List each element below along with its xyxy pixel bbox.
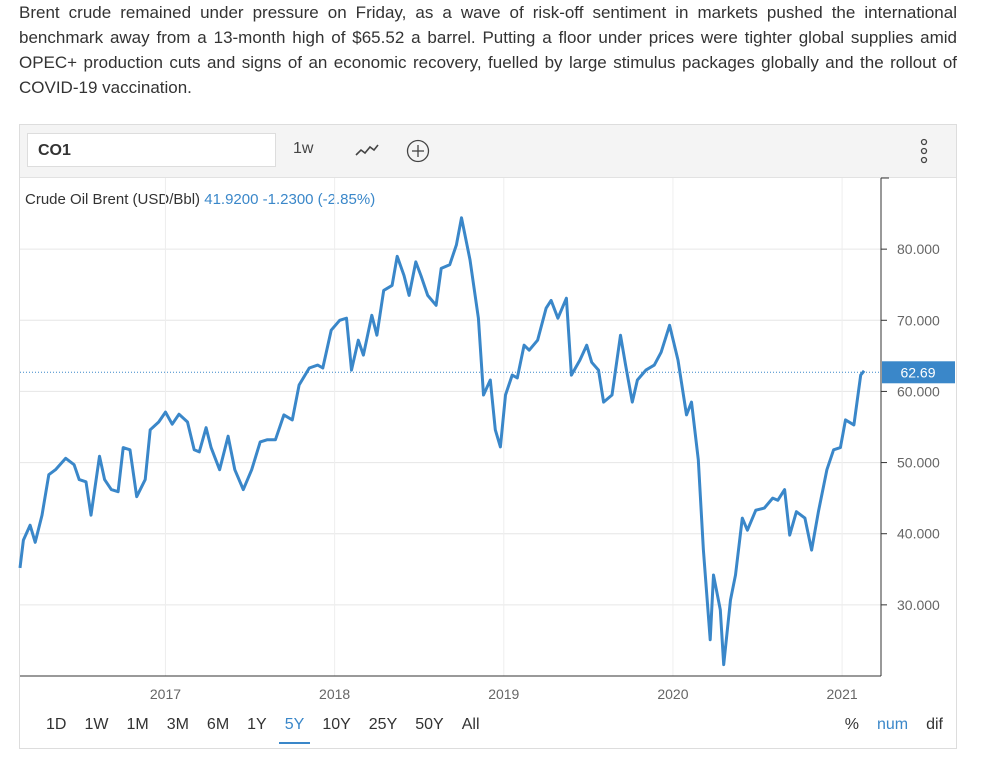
x-tick-label: 2017 [150,686,181,702]
y-tick-label: 50.000 [897,455,940,471]
last-value-label: 62.69 [900,364,935,380]
toolbar: CO1 1w [20,125,956,178]
range-button[interactable]: 1Y [247,716,267,733]
add-indicator-icon[interactable] [405,138,431,164]
range-button[interactable]: 1D [46,716,67,733]
mode-button[interactable]: dif [926,716,943,733]
range-buttons: 1D 1W 1M 3M 6M 1Y 5Y 10Y 25Y 50Y All [40,714,492,744]
range-button[interactable]: 1M [126,716,149,733]
change: -1.2300 (-2.85%) [263,191,376,208]
symbol-input[interactable]: CO1 [27,133,276,167]
price-line [18,216,866,667]
chart-title: Crude Oil Brent (USD/Bbl) 41.9200 -1.230… [25,191,375,208]
article-text: Brent crude remained under pressure on F… [19,3,957,97]
range-button[interactable]: 6M [206,716,230,733]
last-value-box [882,361,955,384]
quote: 41.9200 [204,191,258,208]
chart-title-text: Crude Oil Brent (USD/Bbl) [25,191,200,208]
range-button[interactable]: 10Y [322,716,351,733]
menu-icon[interactable] [916,137,932,167]
y-tick-label: 70.000 [897,312,940,328]
mode-button[interactable]: % [844,716,859,733]
range-button[interactable]: 25Y [368,716,398,733]
x-tick-label: 2018 [319,686,350,702]
y-tick-label: 80.000 [897,241,940,257]
range-button[interactable]: 50Y [415,716,444,733]
range-button[interactable]: 5Y [278,714,311,744]
y-tick-label: 40.000 [897,526,940,542]
interval-button[interactable]: 1w [293,140,314,157]
mode-button[interactable]: num [876,716,909,733]
range-button[interactable]: 3M [166,716,189,733]
x-tick-label: 2020 [657,686,688,702]
y-tick-label: 30.000 [897,597,940,613]
range-button[interactable]: 1W [84,716,109,733]
chart-widget: CO1 1w [19,124,957,749]
y-tick-label: 60.000 [897,383,940,399]
range-button[interactable]: All [461,716,480,733]
x-tick-label: 2021 [827,686,858,702]
mode-buttons: % num dif [833,714,949,744]
x-tick-label: 2019 [488,686,519,702]
chart-type-icon[interactable] [354,141,380,161]
